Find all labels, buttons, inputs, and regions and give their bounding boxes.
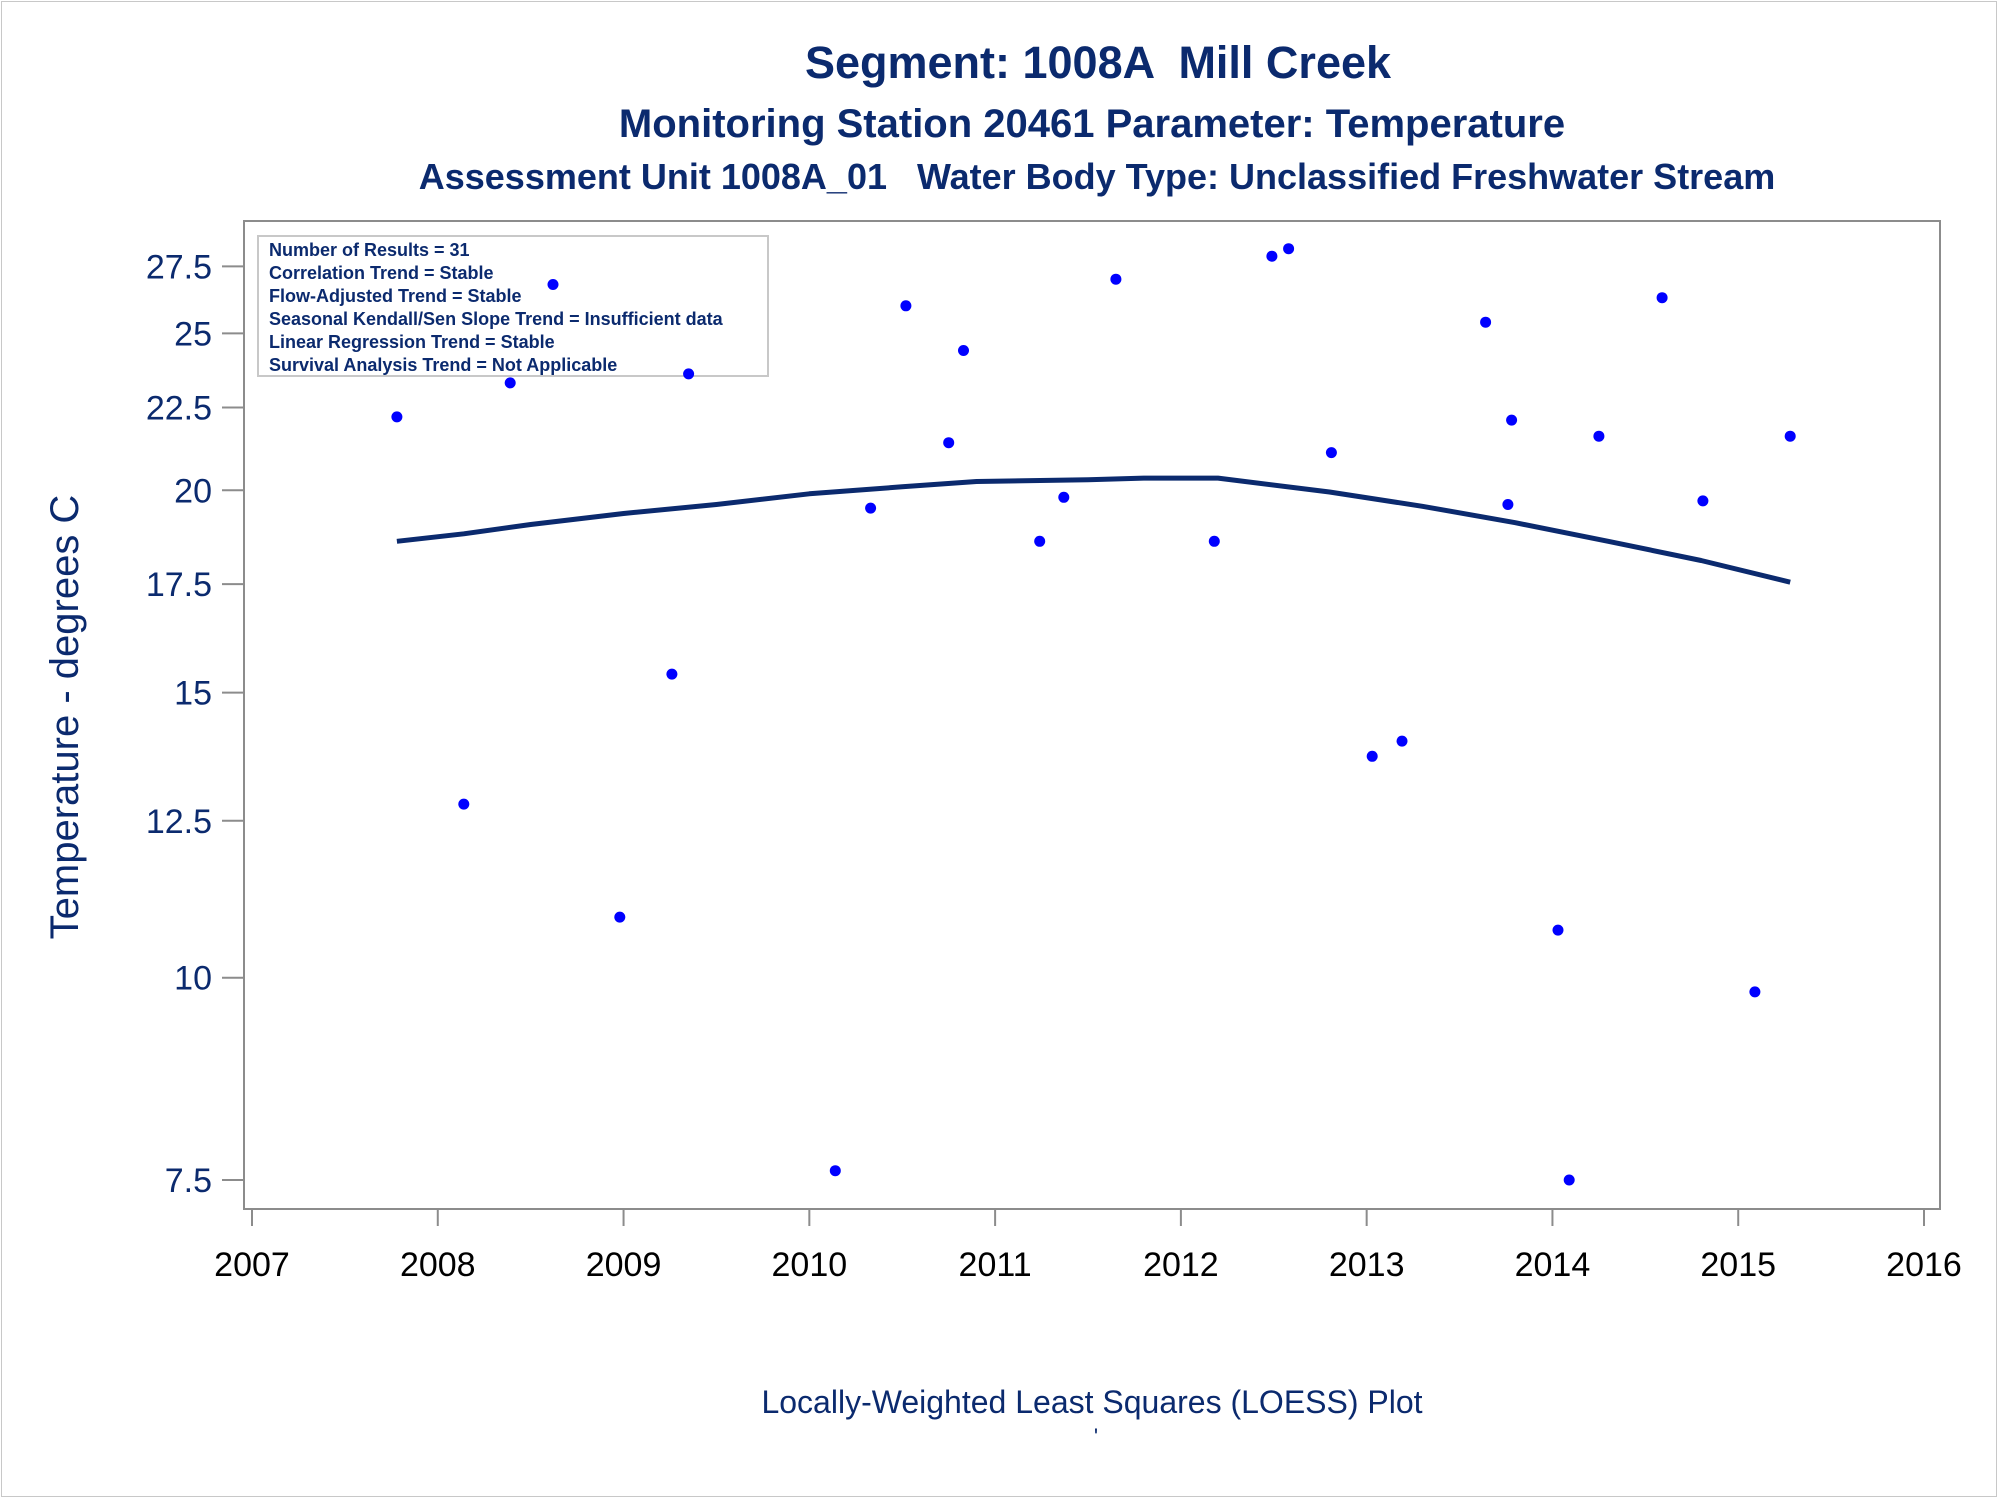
data-point xyxy=(683,368,695,380)
data-point xyxy=(865,502,877,514)
data-point xyxy=(1480,316,1492,328)
x-axis: 2007 2008 2009 2010 2011 2012 2013 2014 2015 2016 xyxy=(214,1209,1962,1284)
stats-line: Correlation Trend = Stable xyxy=(269,263,494,283)
stats-line: Linear Regression Trend = Stable xyxy=(269,332,555,352)
x-axis-label: Locally-Weighted Least Squares (LOESS) P… xyxy=(761,1384,1422,1420)
stats-line: Number of Results = 31 xyxy=(269,240,470,260)
data-point xyxy=(1325,447,1337,459)
y-tick-label: 27.5 xyxy=(146,248,212,286)
data-point xyxy=(958,345,969,356)
chart-subtitle: Monitoring Station 20461 Parameter: Temp… xyxy=(619,102,1565,146)
y-tick-label: 22.5 xyxy=(146,389,212,427)
stats-line: Seasonal Kendall/Sen Slope Trend = Insuf… xyxy=(269,309,724,329)
data-point xyxy=(1697,495,1709,507)
chart-title: Segment: 1008A Mill Creek xyxy=(805,37,1392,88)
y-tick-label: 10 xyxy=(174,960,212,998)
data-point xyxy=(1208,535,1220,547)
y-tick-label: 7.5 xyxy=(165,1162,212,1200)
x-tick-label: 2015 xyxy=(1700,1246,1776,1284)
data-point xyxy=(900,300,912,312)
data-point xyxy=(1506,414,1518,426)
data-point xyxy=(458,798,470,810)
data-point xyxy=(1593,430,1605,442)
data-point xyxy=(1034,535,1046,547)
data-points xyxy=(391,243,1796,1186)
x-tick-label: 2016 xyxy=(1886,1246,1962,1284)
data-point xyxy=(666,668,678,680)
data-point xyxy=(1110,273,1122,285)
stats-box-lines: Number of Results = 31 Correlation Trend … xyxy=(269,240,724,375)
data-point xyxy=(1656,292,1668,304)
data-point xyxy=(391,411,403,423)
stats-line: Flow-Adjusted Trend = Stable xyxy=(269,286,522,306)
y-tick-label: 17.5 xyxy=(146,566,212,604)
x-tick-label: 2009 xyxy=(586,1246,662,1284)
data-point xyxy=(1266,250,1278,262)
data-point xyxy=(547,279,559,290)
stats-line: Survival Analysis Trend = Not Applicable xyxy=(269,355,617,375)
data-point xyxy=(1502,499,1514,510)
data-point xyxy=(1749,986,1761,998)
data-point xyxy=(1058,491,1070,503)
x-tick-label: 2011 xyxy=(959,1246,1032,1284)
data-point xyxy=(1563,1174,1575,1186)
data-point xyxy=(943,437,955,449)
y-tick-label: 12.5 xyxy=(146,803,212,841)
plot-area xyxy=(243,220,1941,1210)
data-point xyxy=(829,1165,841,1177)
x-tick-label: 2014 xyxy=(1515,1246,1591,1284)
x-tick-label: 2007 xyxy=(214,1246,290,1284)
y-tick-label: 15 xyxy=(174,675,212,713)
y-tick-label: 20 xyxy=(174,472,212,510)
data-point xyxy=(504,377,516,389)
y-axis-label: Temperature - degrees C xyxy=(43,495,87,940)
data-point xyxy=(614,911,626,923)
y-tick-label: 25 xyxy=(174,315,212,353)
data-point xyxy=(1283,243,1295,255)
data-point xyxy=(1784,430,1796,442)
x-tick-label: 2008 xyxy=(400,1246,476,1284)
x-tick-label: 2010 xyxy=(772,1246,848,1284)
y-axis: 7.5 10 12.5 15 17.5 20 22.5 25 27.5 xyxy=(146,248,244,1200)
x-tick-label: 2012 xyxy=(1143,1246,1219,1284)
data-point xyxy=(1552,924,1564,936)
footnote-mark: ' xyxy=(1094,1424,1098,1449)
x-tick-label: 2013 xyxy=(1329,1246,1405,1284)
data-point xyxy=(1396,735,1408,747)
chart-subtitle-2: Assessment Unit 1008A_01 Water Body Type… xyxy=(419,156,1776,197)
loess-line xyxy=(396,475,1791,585)
data-point xyxy=(1366,750,1378,762)
stats-box xyxy=(257,235,769,377)
